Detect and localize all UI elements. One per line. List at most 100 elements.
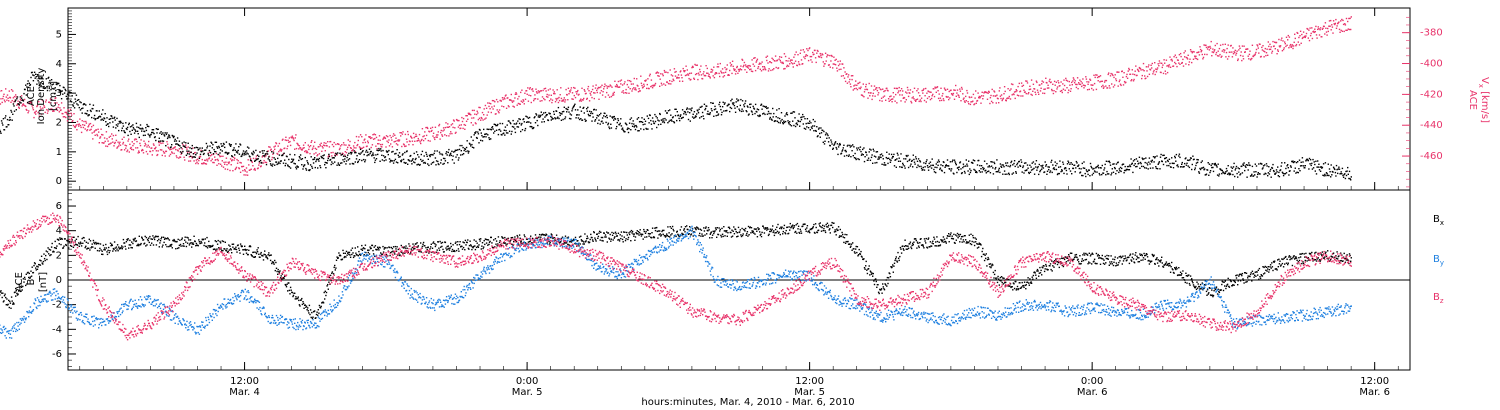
vx-series-point [856,88,859,91]
density-series-point [1079,171,1082,173]
density-series-point [929,166,931,168]
density-series-point [886,151,888,153]
vx-series-point [209,155,212,157]
density-series-point [121,129,123,132]
vx-series-point [597,86,600,89]
vx-series-point [1105,79,1108,82]
vx-series-point [1314,31,1316,33]
vx-series-point [598,98,600,100]
density-series-point [485,133,488,135]
vx-series-point [806,48,808,50]
vx-series-point [1102,87,1105,89]
density-series-point [651,128,653,130]
vx-series-point [955,95,957,97]
density-series-point [933,171,936,173]
vx-series-point [691,66,693,69]
density-series-point [425,151,427,154]
vx-series-point [1297,32,1299,34]
density-series-point [829,145,831,147]
density-series-point [876,151,879,153]
vx-series-point [15,94,17,96]
vx-series-point [913,87,916,89]
vx-series-point [1052,92,1055,95]
vx-series-point [1308,29,1310,31]
density-series-point [195,146,198,149]
density-series-point [644,123,646,125]
vx-series-point [1019,90,1022,92]
density-series-point [484,133,487,135]
vx-series-point [504,95,507,97]
density-series-point [774,120,777,122]
density-series-point [1108,160,1110,162]
vx-series-point [863,96,865,98]
density-series-point [1347,166,1349,169]
density-series-point [885,156,887,159]
density-series-point [541,121,543,123]
density-series-point [1065,167,1067,169]
density-series-point [660,123,662,125]
vx-series-point [1265,52,1268,54]
vx-series-point [1001,99,1003,102]
density-series-point [887,157,890,159]
vx-series-point [977,92,979,94]
vx-series-point [1219,44,1222,46]
vx-series-point [1046,82,1048,84]
vx-series-point [279,148,282,150]
density-series-point [26,86,28,88]
vx-series-point [952,94,954,96]
vx-series-point [990,100,993,103]
vx-series-point [888,100,890,102]
vx-series-point [161,154,163,157]
density-series-point [1299,165,1302,167]
density-series-point [1028,172,1030,175]
vx-series-point [751,70,754,73]
vx-series-point [743,61,746,64]
vx-series-point [490,111,492,114]
density-series-point [1232,173,1234,176]
vx-series-point [366,145,368,147]
vx-series-point [267,150,269,152]
vx-series-point [79,124,82,127]
density-series-point [721,106,724,108]
density-series-point [81,112,83,114]
vx-series-point [37,111,39,114]
density-series-point [1267,175,1269,177]
density-series-point [1106,173,1109,175]
density-series-point [1295,172,1297,174]
vx-series-point [1020,95,1022,97]
vx-series-point [586,98,588,100]
density-series-point [79,109,82,111]
vx-series-point [471,117,473,119]
density-series-point [86,110,89,112]
density-series-point [646,128,648,130]
density-series-point [1157,163,1159,165]
vx-series-point [162,142,164,144]
bx-series-point [22,278,25,280]
vx-series-point [158,144,160,146]
vx-series-point [311,140,313,142]
vx-series-point [936,86,939,88]
vx-series-point [1307,28,1309,30]
density-series-point [304,156,306,159]
density-series-point [690,108,692,110]
vx-series-point [992,102,994,104]
vx-series-point [1315,25,1317,28]
vx-series-point [152,143,155,145]
vx-series-point [795,51,797,53]
vx-series-point [1027,93,1029,95]
density-series-point [1345,174,1348,177]
vx-series-point [1114,74,1116,76]
vx-series-point [1235,54,1237,56]
vx-series-point [52,110,54,112]
density-series-point [948,165,950,167]
density-series-point [475,131,477,133]
vx-series-point [10,101,12,103]
vx-series-point [779,56,781,58]
vx-series-point [846,73,848,75]
vx-series-point [979,96,982,98]
vx-series-point [1073,82,1076,84]
vx-series-point [505,94,507,96]
vx-series-point [986,98,989,100]
density-series-point [22,99,24,101]
density-series-point [184,145,186,147]
